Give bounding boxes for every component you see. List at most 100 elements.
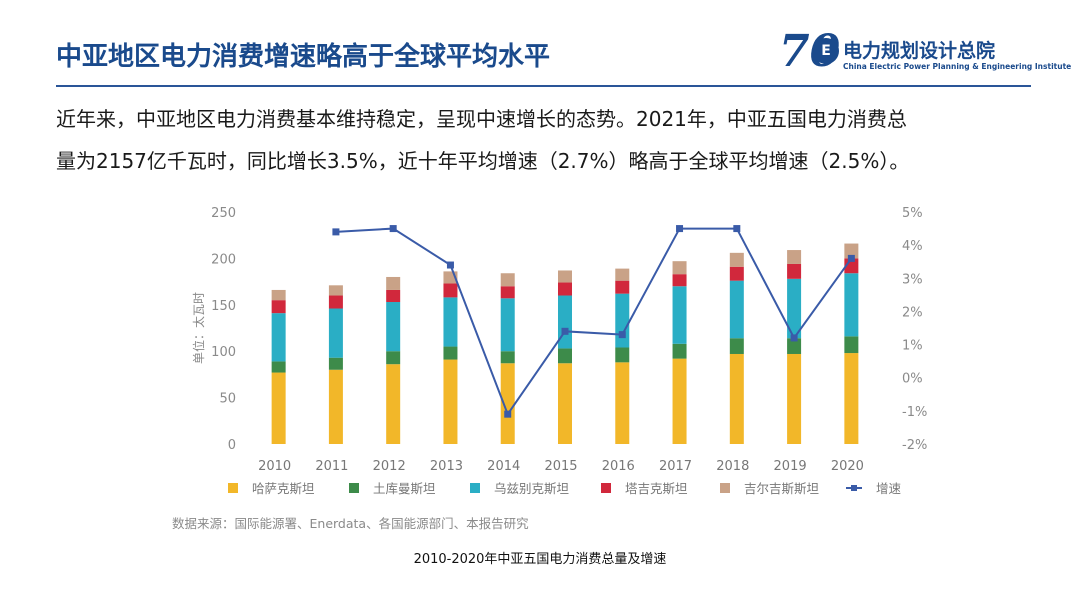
bar-segment — [615, 280, 630, 294]
bar-segment — [672, 358, 687, 444]
bar-segment — [615, 268, 630, 281]
bar-segment — [443, 346, 458, 360]
y2-tick-label: -1% — [902, 405, 927, 420]
bar-segment — [787, 263, 802, 279]
bar-segment — [500, 286, 515, 299]
bar-segment — [271, 372, 286, 444]
bar-segment — [615, 362, 630, 444]
y2-tick-label: 5% — [902, 206, 923, 221]
x-tick-label: 2010 — [258, 459, 291, 474]
y-tick-label: 50 — [219, 392, 236, 407]
bar-segment — [844, 243, 859, 259]
bar-segment — [443, 283, 458, 298]
y2-tick-label: -2% — [902, 438, 927, 453]
bar-segment — [328, 369, 343, 444]
growth-point — [561, 327, 569, 335]
bar-segment — [615, 293, 630, 348]
legend-line-marker — [851, 485, 857, 491]
bar-segment — [271, 300, 286, 314]
growth-point — [332, 228, 340, 236]
bar-segment — [386, 276, 401, 290]
legend-label: 土库曼斯坦 — [373, 481, 436, 496]
x-tick-label: 2015 — [544, 459, 577, 474]
intro-paragraph: 近年来，中亚地区电力消费基本维持稳定，呈现中速增长的态势。2021年，中亚五国电… — [56, 98, 1046, 182]
bar-segment — [558, 363, 572, 444]
page-title: 中亚地区电力消费增速略高于全球平均水平 — [56, 42, 551, 72]
legend-swatch — [228, 483, 238, 493]
bar-segment — [386, 351, 401, 365]
bar-segment — [787, 278, 802, 339]
legend-label: 增速 — [876, 481, 902, 496]
growth-point — [676, 225, 684, 233]
bar-segment — [328, 285, 343, 296]
bar-segment — [386, 302, 401, 352]
growth-point — [389, 225, 397, 233]
bar-segment — [672, 261, 687, 275]
bar-segment — [729, 338, 744, 354]
bar-segment — [443, 297, 458, 347]
bar-segment — [386, 364, 401, 444]
legend-swatch — [470, 483, 480, 493]
bar-segment — [271, 289, 286, 301]
institute-logo: 70 E 电力规划设计总院 China Electric Power Plann… — [779, 26, 1071, 80]
bar-segment — [615, 347, 630, 363]
bar-segment — [558, 348, 572, 364]
y-axis-label: 单位：太瓦时 — [191, 292, 206, 364]
bar-segment — [328, 308, 343, 358]
logo-chinese-name: 电力规划设计总院 — [843, 40, 996, 62]
intro-line-2: 量为2157亿千瓦时，同比增长3.5%，近十年平均增速（2.7%）略高于全球平均… — [56, 149, 910, 173]
bar-segment — [844, 353, 859, 444]
y-tick-label: 0 — [228, 438, 236, 453]
x-tick-label: 2016 — [602, 459, 635, 474]
bar-segment — [328, 295, 343, 309]
y2-tick-label: 2% — [902, 305, 923, 320]
x-tick-label: 2012 — [373, 459, 406, 474]
bar-segment — [729, 252, 744, 267]
y-tick-label: 100 — [211, 345, 236, 360]
bar-segment — [558, 270, 572, 283]
growth-point — [504, 410, 512, 418]
x-tick-label: 2020 — [831, 459, 864, 474]
y2-tick-label: 3% — [902, 272, 923, 287]
y-tick-label: 200 — [211, 252, 236, 267]
x-tick-label: 2019 — [774, 459, 807, 474]
x-tick-label: 2013 — [430, 459, 463, 474]
bar-segment — [500, 298, 515, 352]
title-underline — [56, 85, 1031, 87]
y-tick-label: 150 — [211, 299, 236, 314]
growth-point — [847, 254, 855, 262]
logo-badge-icon: E — [813, 38, 839, 64]
x-tick-label: 2017 — [659, 459, 692, 474]
bar-segment — [787, 338, 802, 354]
data-source-note: 数据来源：国际能源署、Enerdata、各国能源部门、本报告研究 — [172, 516, 529, 531]
y2-tick-label: 4% — [902, 239, 923, 254]
bar-segment — [729, 353, 744, 444]
chart-caption: 2010-2020年中亚五国电力消费总量及增速 — [413, 552, 667, 567]
bar-segment — [443, 359, 458, 444]
logo-english-name: China Electric Power Planning & Engineer… — [843, 62, 1072, 71]
bar-segment — [672, 286, 687, 344]
bar-segment — [271, 361, 286, 373]
y2-tick-label: 0% — [902, 372, 923, 387]
bar-segment — [787, 353, 802, 444]
bar-segment — [729, 266, 744, 281]
bar-segment — [672, 343, 687, 359]
bar-segment — [844, 273, 859, 337]
x-tick-label: 2011 — [315, 459, 348, 474]
bar-segment — [500, 351, 515, 364]
legend-swatch — [601, 483, 611, 493]
legend-label: 吉尔吉斯斯坦 — [744, 481, 819, 496]
bar-segment — [271, 313, 286, 362]
bar-segment — [787, 250, 802, 264]
intro-line-1: 近年来，中亚地区电力消费基本维持稳定，呈现中速增长的态势。2021年，中亚五国电… — [56, 107, 907, 131]
growth-point — [618, 331, 626, 339]
bar-segment — [500, 273, 515, 287]
bar-segment — [729, 280, 744, 339]
bar-segment — [844, 336, 859, 354]
bar-segment — [386, 289, 401, 303]
bar-segment — [328, 357, 343, 370]
growth-point — [446, 261, 454, 269]
y-tick-label: 250 — [211, 206, 236, 221]
y2-tick-label: 1% — [902, 339, 923, 354]
